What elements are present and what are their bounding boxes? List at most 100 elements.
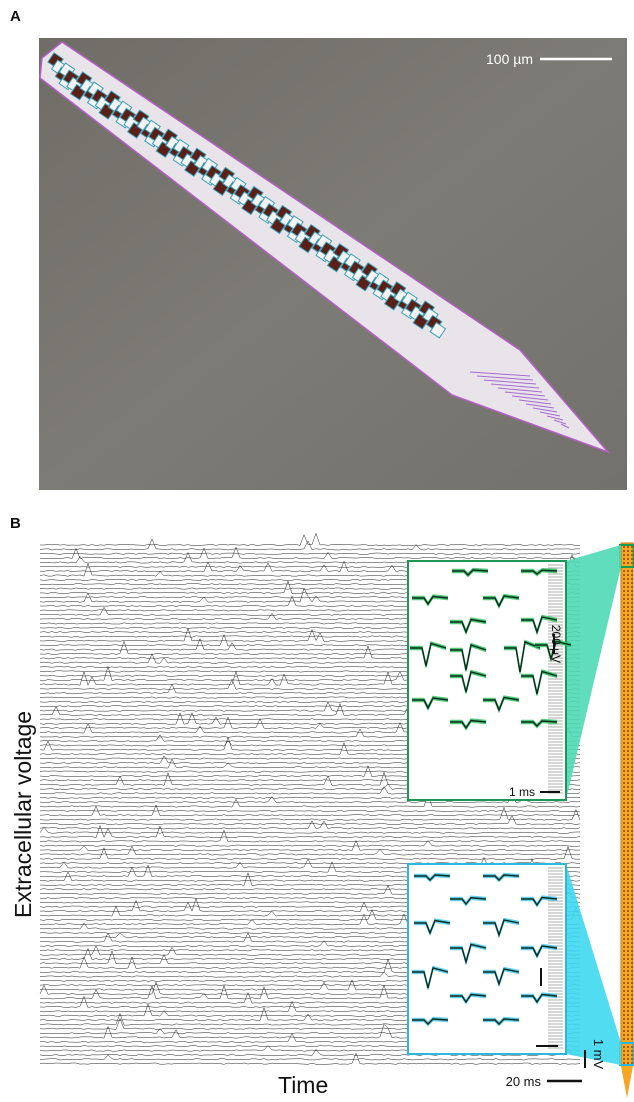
spike-waveform <box>521 943 558 959</box>
probe-site <box>631 634 633 636</box>
probe-site <box>623 862 625 864</box>
probe-site <box>627 570 629 572</box>
probe-site <box>627 966 629 968</box>
probe-site <box>631 702 633 704</box>
spike-waveform <box>483 872 520 883</box>
probe-site <box>631 1006 633 1008</box>
probe-site <box>623 1014 625 1016</box>
probe-site <box>627 726 629 728</box>
probe-site <box>627 786 629 788</box>
probe-site <box>627 706 629 708</box>
probe-site <box>627 870 629 872</box>
probe-site <box>627 642 629 644</box>
probe-site <box>627 818 629 820</box>
probe-site <box>627 562 629 564</box>
probe-site <box>627 550 629 552</box>
probe-site <box>627 894 629 896</box>
probe-site <box>631 926 633 928</box>
probe-site <box>627 866 629 868</box>
probe-site <box>631 1034 633 1036</box>
probe-site <box>623 910 625 912</box>
probe-site <box>627 794 629 796</box>
probe-site <box>631 922 633 924</box>
probe-site <box>627 774 629 776</box>
probe-site <box>623 754 625 756</box>
probe-site <box>627 750 629 752</box>
upper-inset <box>407 560 572 801</box>
probe-site <box>627 842 629 844</box>
probe-site <box>623 634 625 636</box>
lower-inset <box>407 863 567 1055</box>
probe-site <box>631 602 633 604</box>
voltage-trace <box>39 1048 581 1056</box>
probe-site <box>627 938 629 940</box>
voltage-trace <box>39 824 581 839</box>
probe-site <box>627 702 629 704</box>
probe-site <box>623 630 625 632</box>
probe-site <box>623 1058 625 1060</box>
probe-site <box>631 870 633 872</box>
probe-site <box>623 642 625 644</box>
voltage-trace <box>39 845 581 860</box>
probe-tip <box>621 1066 633 1098</box>
probe-site <box>627 546 629 548</box>
probe-site <box>631 1038 633 1040</box>
probe-site <box>623 874 625 876</box>
probe-site <box>623 786 625 788</box>
probe-site <box>627 666 629 668</box>
probe-site <box>631 1030 633 1032</box>
probe-site <box>623 1022 625 1024</box>
probe-site <box>631 986 633 988</box>
probe-site <box>623 618 625 620</box>
probe-site <box>627 1002 629 1004</box>
probe-site <box>623 790 625 792</box>
probe-site <box>631 846 633 848</box>
spike-waveform <box>412 695 449 711</box>
probe-site <box>623 1030 625 1032</box>
probe-site <box>627 926 629 928</box>
probe-site <box>627 998 629 1000</box>
probe-site <box>627 630 629 632</box>
probe-site <box>623 810 625 812</box>
probe-site <box>627 618 629 620</box>
probe-site <box>631 734 633 736</box>
probe-site <box>627 646 629 648</box>
probe-site <box>623 770 625 772</box>
probe-site <box>631 850 633 852</box>
probe-site <box>627 806 629 808</box>
spike-waveform <box>410 641 447 668</box>
probe-site <box>631 1062 633 1064</box>
probe-site <box>631 770 633 772</box>
probe-site <box>623 1046 625 1048</box>
spike-waveform <box>483 966 520 988</box>
probe-site <box>631 614 633 616</box>
probe-site <box>623 990 625 992</box>
probe-site <box>627 910 629 912</box>
probe-site <box>623 738 625 740</box>
probe-site <box>627 962 629 964</box>
probe-site <box>623 670 625 672</box>
probe-site <box>623 858 625 860</box>
probe-site <box>623 774 625 776</box>
probe-site <box>631 726 633 728</box>
probe-site <box>623 1002 625 1004</box>
probe-site <box>631 622 633 624</box>
probe-site <box>627 690 629 692</box>
probe-site <box>627 1010 629 1012</box>
probe-site <box>627 558 629 560</box>
probe-site <box>631 774 633 776</box>
probe-site <box>627 606 629 608</box>
probe-site <box>631 606 633 608</box>
probe-site <box>623 550 625 552</box>
upper-inset-time-label: 1 ms <box>509 785 535 799</box>
probe-site <box>627 930 629 932</box>
probe-site <box>631 666 633 668</box>
probe-site <box>631 786 633 788</box>
probe-site <box>631 1014 633 1016</box>
probe-site <box>623 586 625 588</box>
probe-site <box>623 802 625 804</box>
voltage-trace <box>39 806 581 821</box>
probe-site <box>623 934 625 936</box>
probe-site <box>627 1046 629 1048</box>
probe-site <box>627 586 629 588</box>
